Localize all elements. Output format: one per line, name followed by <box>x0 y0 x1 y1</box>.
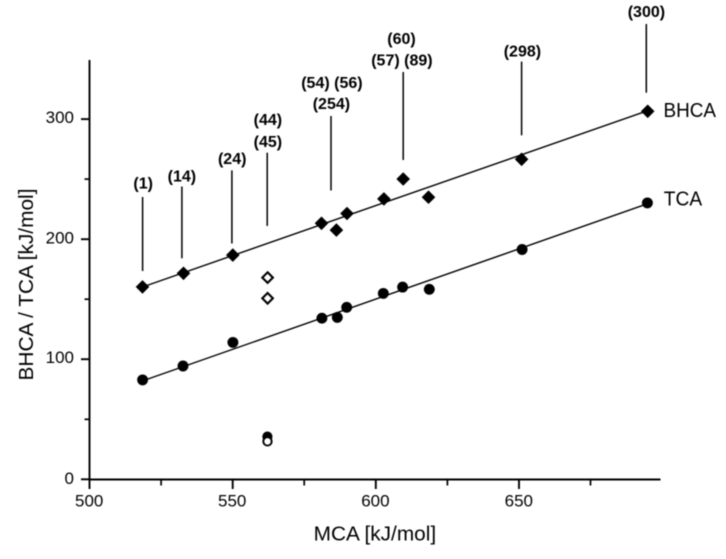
svg-text:(57) (89): (57) (89) <box>371 52 432 69</box>
svg-text:200: 200 <box>46 228 74 247</box>
svg-text:(254): (254) <box>313 96 350 113</box>
svg-text:(44): (44) <box>254 112 282 129</box>
svg-text:BHCA / TCA [kJ/mol]: BHCA / TCA [kJ/mol] <box>15 189 38 381</box>
svg-text:100: 100 <box>46 348 74 367</box>
svg-text:300: 300 <box>46 108 74 127</box>
svg-text:MCA [kJ/mol]: MCA [kJ/mol] <box>314 523 437 546</box>
svg-text:550: 550 <box>218 492 246 511</box>
svg-text:0: 0 <box>65 469 74 488</box>
svg-text:(300): (300) <box>628 4 665 21</box>
svg-text:(54) (56): (54) (56) <box>301 75 362 92</box>
svg-text:650: 650 <box>505 492 533 511</box>
svg-text:(14): (14) <box>168 169 196 186</box>
svg-text:(1): (1) <box>133 176 153 193</box>
svg-text:(298): (298) <box>504 43 541 60</box>
svg-text:TCA: TCA <box>664 188 703 210</box>
svg-text:600: 600 <box>361 492 389 511</box>
svg-text:BHCA: BHCA <box>664 100 717 122</box>
svg-text:(45): (45) <box>254 134 282 151</box>
svg-text:500: 500 <box>75 492 103 511</box>
svg-text:(24): (24) <box>218 151 246 168</box>
svg-text:(60): (60) <box>387 31 415 48</box>
